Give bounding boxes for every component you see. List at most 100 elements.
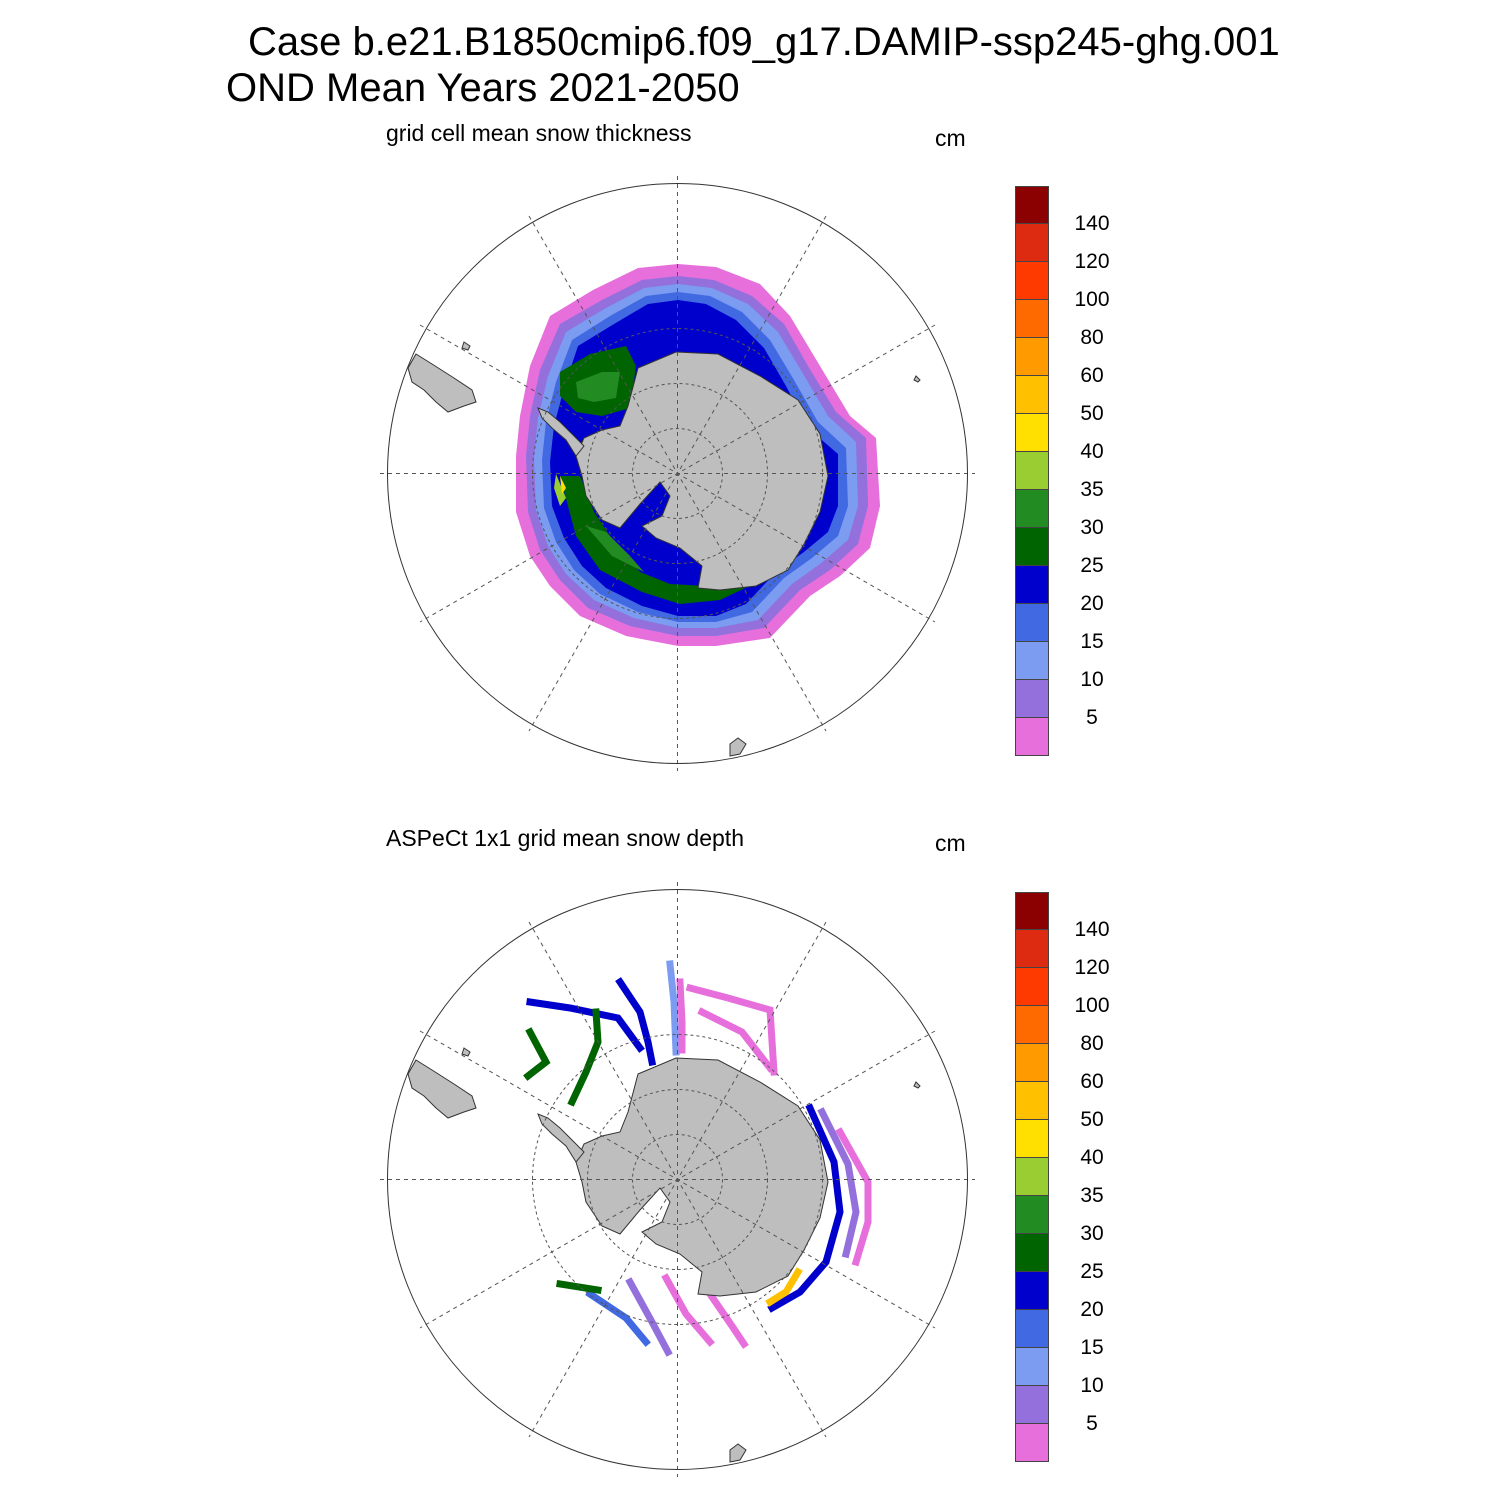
colorbar-tick-label: 20 bbox=[1080, 1298, 1104, 1321]
ship-track bbox=[555, 1279, 603, 1295]
observation-tracks bbox=[523, 960, 872, 1357]
units-label-model: cm bbox=[935, 125, 966, 151]
ice-band-25-30cm-ross bbox=[560, 476, 776, 604]
colorbar-swatch bbox=[1015, 338, 1049, 376]
colorbar-tick-label: 10 bbox=[1080, 668, 1104, 691]
colorbar-tick-label: 10 bbox=[1080, 1374, 1104, 1397]
colorbar-swatch bbox=[1015, 1044, 1049, 1082]
ship-track bbox=[705, 1289, 749, 1349]
colorbar-obs: 5 10 15 20 25 30 35 40 50 60 80 100 120 140 bbox=[1015, 892, 1125, 1464]
island-icon bbox=[461, 1047, 471, 1057]
colorbar-swatch bbox=[1015, 414, 1049, 452]
colorbar-swatch bbox=[1015, 1386, 1049, 1424]
colorbar-swatch bbox=[1015, 1348, 1049, 1386]
colorbar-tick-label: 60 bbox=[1080, 1070, 1104, 1093]
colorbar-swatch bbox=[1015, 930, 1049, 968]
ship-track bbox=[567, 1008, 602, 1107]
ship-track bbox=[526, 998, 645, 1053]
colorbar-tick-label: 50 bbox=[1080, 402, 1104, 425]
south-america-icon bbox=[407, 1059, 477, 1119]
colorbar-tick-label: 120 bbox=[1074, 956, 1110, 979]
new-zealand-icon bbox=[729, 737, 747, 757]
colorbar-tick-label: 120 bbox=[1074, 250, 1110, 273]
colorbar-swatch bbox=[1015, 262, 1049, 300]
colorbar-tick-label: 80 bbox=[1080, 326, 1104, 349]
peninsula-icon bbox=[537, 1113, 585, 1163]
colorbar-tick-label: 140 bbox=[1074, 918, 1110, 941]
antarctica-landmass bbox=[407, 341, 921, 757]
meridian-lines bbox=[380, 882, 975, 1477]
colorbar-tick-label: 100 bbox=[1074, 288, 1110, 311]
ice-band-30-35cm-ross bbox=[586, 526, 644, 572]
map-graticule bbox=[380, 882, 975, 1477]
colorbar-swatch bbox=[1015, 892, 1049, 930]
colorbar-tick-label: 140 bbox=[1074, 212, 1110, 235]
ice-band-40-50cm bbox=[560, 476, 566, 494]
ship-track bbox=[817, 1107, 860, 1259]
polar-map-obs bbox=[380, 882, 975, 1477]
new-zealand-icon bbox=[729, 1443, 747, 1463]
figure-title-line2: OND Mean Years 2021-2050 bbox=[226, 66, 740, 110]
antarctica-icon bbox=[575, 1057, 829, 1297]
colorbar-swatch bbox=[1015, 490, 1049, 528]
meridian-lines bbox=[380, 176, 975, 771]
antarctica-landmass bbox=[407, 1047, 921, 1463]
panel-title-obs: ASPeCt 1x1 grid mean snow depth bbox=[386, 825, 744, 851]
colorbar-swatch bbox=[1015, 968, 1049, 1006]
ship-track bbox=[697, 1007, 775, 1073]
colorbar-swatch bbox=[1015, 1082, 1049, 1120]
colorbar-tick-label: 40 bbox=[1080, 440, 1104, 463]
ship-track bbox=[676, 978, 686, 1054]
colorbar-tick-label: 25 bbox=[1080, 1260, 1104, 1283]
colorbar-tick-label: 50 bbox=[1080, 1108, 1104, 1131]
polar-map-model bbox=[380, 176, 975, 771]
units-label-obs: cm bbox=[935, 830, 966, 856]
colorbar-tick-label: 20 bbox=[1080, 592, 1104, 615]
south-america-icon bbox=[407, 353, 477, 413]
colorbar-swatch bbox=[1015, 1120, 1049, 1158]
colorbar-tick-label: 25 bbox=[1080, 554, 1104, 577]
colorbar-tick-label: 60 bbox=[1080, 364, 1104, 387]
ship-track bbox=[661, 1273, 715, 1347]
island-icon bbox=[913, 375, 921, 383]
colorbar-swatch bbox=[1015, 1006, 1049, 1044]
colorbar-tick-label: 5 bbox=[1086, 1412, 1098, 1435]
colorbar-swatch bbox=[1015, 452, 1049, 490]
panel-title-model: grid cell mean snow thickness bbox=[386, 120, 692, 146]
colorbar-swatch bbox=[1015, 566, 1049, 604]
colorbar-swatch bbox=[1015, 1310, 1049, 1348]
colorbar-swatch bbox=[1015, 224, 1049, 262]
peninsula-icon bbox=[537, 407, 585, 457]
ship-track bbox=[585, 1289, 651, 1347]
colorbar-swatch bbox=[1015, 1424, 1049, 1462]
colorbar-swatch bbox=[1015, 528, 1049, 566]
colorbar-swatch bbox=[1015, 186, 1049, 224]
ice-band-30-35cm-west bbox=[576, 372, 620, 402]
ship-track bbox=[666, 960, 680, 1056]
ship-track bbox=[615, 977, 657, 1067]
colorbar-swatch bbox=[1015, 300, 1049, 338]
map-graticule bbox=[380, 176, 975, 771]
colorbar-swatch bbox=[1015, 680, 1049, 718]
ship-track bbox=[835, 1127, 872, 1267]
colorbar-tick-label: 5 bbox=[1086, 706, 1098, 729]
island-icon bbox=[461, 341, 471, 351]
colorbar-swatch bbox=[1015, 1272, 1049, 1310]
colorbar-swatch bbox=[1015, 604, 1049, 642]
colorbar-tick-label: 35 bbox=[1080, 478, 1104, 501]
island-icon bbox=[913, 1081, 921, 1089]
colorbar-swatch bbox=[1015, 1158, 1049, 1196]
colorbar-tick-label: 40 bbox=[1080, 1146, 1104, 1169]
colorbar-tick-label: 15 bbox=[1080, 630, 1104, 653]
colorbar-swatch bbox=[1015, 1196, 1049, 1234]
colorbar-swatch bbox=[1015, 1234, 1049, 1272]
figure-title-line1: Case b.e21.B1850cmip6.f09_g17.DAMIP-ssp2… bbox=[248, 20, 1280, 64]
ship-track bbox=[523, 1027, 551, 1081]
colorbar-tick-label: 80 bbox=[1080, 1032, 1104, 1055]
colorbar-model: 5 10 15 20 25 30 35 40 50 60 80 100 120 140 bbox=[1015, 186, 1125, 758]
colorbar-tick-label: 30 bbox=[1080, 1222, 1104, 1245]
colorbar-swatch bbox=[1015, 376, 1049, 414]
colorbar-tick-label: 15 bbox=[1080, 1336, 1104, 1359]
colorbar-swatch bbox=[1015, 718, 1049, 756]
ship-track bbox=[767, 1103, 844, 1313]
